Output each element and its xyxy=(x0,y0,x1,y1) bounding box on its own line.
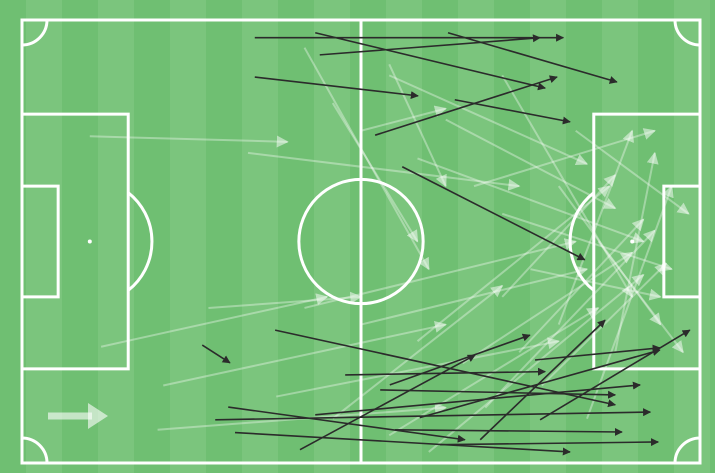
corner-arc xyxy=(21,19,49,47)
key-pass-arrow xyxy=(401,166,586,261)
pass-arrow xyxy=(276,337,560,398)
key-pass-arrow xyxy=(315,381,641,416)
corner-arc xyxy=(21,436,49,464)
pass-arrow xyxy=(304,238,577,309)
key-pass-arrow xyxy=(345,367,546,376)
pass-arrow xyxy=(208,291,363,309)
pass-arrow xyxy=(501,174,617,298)
key-pass-arrow xyxy=(374,75,558,136)
grass-stripe xyxy=(26,0,62,473)
key-pass-arrow xyxy=(534,344,661,361)
pass-arrow xyxy=(530,268,662,301)
pass-arrow xyxy=(416,185,611,342)
pass-arrow xyxy=(597,240,684,354)
grass-stripe xyxy=(170,0,206,473)
pass-arrow xyxy=(518,218,645,353)
key-pass-arrow xyxy=(319,34,541,56)
key-pass-arrow xyxy=(201,344,231,364)
key-pass-arrow xyxy=(254,76,419,100)
pass-arrow xyxy=(417,157,645,244)
key-pass-arrow xyxy=(539,329,691,421)
pitch-line xyxy=(20,184,60,299)
corner-arc xyxy=(673,19,701,47)
pass-arrow xyxy=(614,151,659,353)
key-pass-arrow xyxy=(215,408,652,421)
pass-arrow xyxy=(163,320,447,387)
key-pass-arrow xyxy=(380,389,617,399)
key-pass-arrow xyxy=(479,319,606,441)
pass-arrow xyxy=(388,307,600,437)
penalty-arc xyxy=(127,191,154,292)
pass-arrow xyxy=(484,229,656,409)
grass-stripe xyxy=(458,0,494,473)
pass-arrow xyxy=(445,118,617,210)
center-circle xyxy=(297,177,425,306)
key-pass-arrow xyxy=(440,438,659,447)
pass-arrow xyxy=(247,151,521,191)
pass-arrow xyxy=(332,285,504,420)
pass-arrow xyxy=(331,102,419,243)
key-pass-arrow xyxy=(419,348,661,419)
key-pass-arrow xyxy=(299,354,476,451)
penalty-spot xyxy=(630,239,635,244)
grass-stripe xyxy=(242,0,278,473)
grass-stripe xyxy=(674,0,710,473)
key-pass-arrow xyxy=(234,431,571,456)
pass-arrow xyxy=(388,74,589,166)
passes xyxy=(89,47,690,453)
penalty-spot xyxy=(87,239,92,244)
pass-arrow xyxy=(388,63,447,188)
pitch-line xyxy=(662,184,702,299)
pass-arrow xyxy=(360,265,589,326)
key-passes xyxy=(201,31,691,456)
pass-arrow xyxy=(557,185,662,326)
pass-arrow xyxy=(100,293,329,348)
pass-arrow xyxy=(575,129,690,215)
key-pass-arrow xyxy=(389,333,531,386)
pass-arrow xyxy=(501,212,673,272)
key-pass-arrow xyxy=(447,31,618,84)
key-pass-arrow xyxy=(228,406,466,443)
pass-arrow xyxy=(462,251,634,365)
direction-arrow xyxy=(48,403,108,429)
pass-arrow xyxy=(428,273,645,453)
pass-arrow xyxy=(586,184,674,420)
pass-arrow xyxy=(89,135,289,148)
pass-arrow xyxy=(360,105,447,132)
corner-arc xyxy=(673,436,701,464)
key-pass-arrow xyxy=(315,31,546,91)
key-pass-arrow xyxy=(394,427,623,436)
grass-stripe xyxy=(314,0,350,473)
pass-arrow xyxy=(557,129,634,325)
